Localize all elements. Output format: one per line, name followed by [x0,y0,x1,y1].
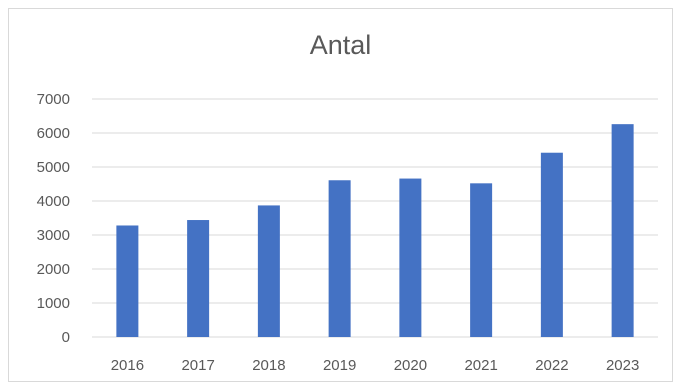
bar-2017 [187,220,210,337]
x-axis-ticks: 2016 2017 2018 2019 2020 2021 2022 2023 [111,357,640,374]
y-tick-label: 7000 [37,91,70,108]
y-tick-label: 1000 [37,295,70,312]
gridlines [92,98,658,338]
y-tick-label: 5000 [37,159,70,176]
x-tick-label: 2022 [535,357,568,374]
bar-2018 [257,205,280,337]
x-tick-label: 2016 [111,357,144,374]
x-tick-label: 2018 [252,357,285,374]
y-tick-label: 3000 [37,227,70,244]
y-tick-label: 2000 [37,261,70,278]
bar-2019 [328,180,351,337]
bar-2021 [470,183,493,337]
chart-title: Antal [309,30,372,60]
y-axis-ticks: 0 1000 2000 3000 4000 5000 6000 7000 [37,91,70,346]
x-tick-label: 2021 [464,357,497,374]
y-tick-label: 0 [62,329,70,346]
bars [116,124,634,337]
x-tick-label: 2023 [606,357,639,374]
y-tick-label: 6000 [37,125,70,142]
x-tick-label: 2019 [323,357,356,374]
x-tick-label: 2017 [181,357,214,374]
bar-2020 [399,178,422,337]
x-tick-label: 2020 [394,357,427,374]
y-tick-label: 4000 [37,193,70,210]
bar-2016 [116,225,139,337]
bar-2023 [611,124,634,337]
bar-2022 [540,152,563,337]
